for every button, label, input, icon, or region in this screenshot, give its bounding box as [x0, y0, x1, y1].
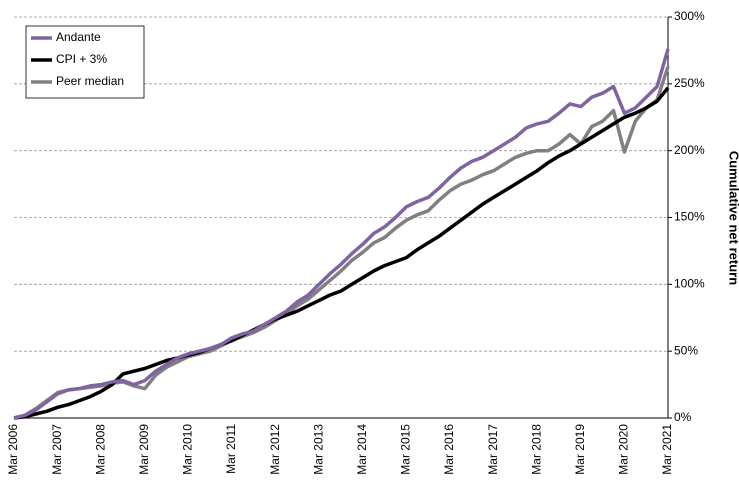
series-line — [13, 86, 670, 420]
y-tick-label: 200% — [674, 143, 705, 157]
y-tick-label: 250% — [674, 76, 705, 90]
x-tick-label: Mar 2013 — [311, 424, 325, 475]
y-tick-label: 300% — [674, 9, 705, 23]
legend-label: Andante — [56, 30, 101, 44]
y-tick-label: 150% — [674, 210, 705, 224]
legend-label: Peer median — [56, 74, 124, 88]
x-tick-label: Mar 2017 — [486, 424, 500, 475]
x-tick-label: Mar 2006 — [6, 424, 20, 475]
x-tick-label: Mar 2007 — [50, 424, 64, 475]
x-tick-label: Mar 2011 — [224, 424, 238, 474]
x-tick-label: Mar 2008 — [93, 424, 107, 475]
x-tick-label: Mar 2012 — [268, 424, 282, 475]
x-tick-label: Mar 2019 — [573, 424, 587, 475]
x-tick-label: Mar 2016 — [442, 424, 456, 475]
y-tick-label: 50% — [674, 343, 698, 357]
y-axis-title: Cumulative net return — [727, 151, 739, 285]
x-tick-label: Mar 2014 — [355, 424, 369, 475]
y-tick-label: 0% — [674, 410, 692, 424]
x-tick-label: Mar 2021 — [660, 424, 674, 475]
series-line — [13, 48, 670, 420]
x-tick-label: Mar 2020 — [617, 424, 631, 475]
x-tick-label: Mar 2009 — [137, 424, 151, 475]
legend-label: CPI + 3% — [56, 52, 107, 66]
y-tick-label: 100% — [674, 277, 705, 291]
x-tick-label: Mar 2010 — [181, 424, 195, 475]
x-tick-label: Mar 2015 — [399, 424, 413, 475]
x-tick-label: Mar 2018 — [529, 424, 543, 475]
